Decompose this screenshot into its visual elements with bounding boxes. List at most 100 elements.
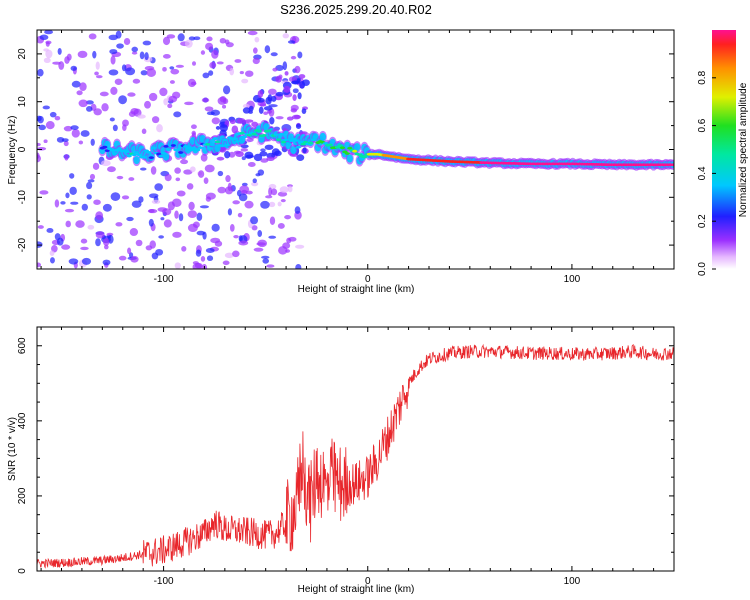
heatmap-ridge-core [187, 148, 194, 152]
heatmap-blob [56, 136, 65, 143]
heatmap-blob [193, 36, 201, 41]
heatmap-blob [56, 237, 64, 246]
heatmap-blob [139, 167, 147, 171]
heatmap-blob [275, 75, 282, 83]
heatmap-blob [121, 195, 130, 200]
heatmap-blob [205, 248, 215, 253]
heatmap-blob [132, 78, 141, 84]
heatmap-blob [162, 54, 171, 59]
heatmap-blob [268, 201, 276, 208]
heatmap-blob [190, 124, 197, 130]
y-tick-label: 0 [17, 146, 28, 152]
heatmap-blob [260, 148, 266, 152]
heatmap-ridge-core [197, 146, 203, 149]
heatmap-blob [127, 92, 136, 97]
heatmap-blob [158, 235, 164, 239]
figure-title: S236.2025.299.20.40.R02 [280, 2, 432, 17]
heatmap-blob [80, 246, 89, 251]
heatmap-blob [54, 116, 61, 121]
heatmap-blob [115, 222, 123, 227]
heatmap-blob [229, 119, 236, 125]
heatmap-blob [267, 109, 272, 114]
heatmap-blob [284, 71, 289, 76]
snr-ticks: -100 0 100 0 200 400 600 [17, 326, 675, 587]
heatmap-blob [209, 61, 217, 69]
heatmap-blob [166, 34, 176, 39]
heatmap-blob [162, 36, 171, 46]
heatmap-ridge-core [256, 129, 262, 133]
heatmap-blob [96, 75, 103, 79]
heatmap-ridge-core [195, 148, 201, 152]
heatmap-blob [94, 71, 99, 76]
heatmap-blob [176, 190, 186, 197]
heatmap-blob [131, 46, 138, 53]
x-tick-label: 0 [365, 274, 371, 285]
heatmap-blob [80, 238, 88, 244]
heatmap-ridge-core [283, 138, 289, 142]
heatmap-ridge-core [670, 163, 674, 167]
heatmap-blob [64, 208, 75, 213]
heatmap-blob [219, 37, 227, 44]
heatmap-blob [251, 181, 259, 187]
heatmap-blob [159, 87, 168, 97]
heatmap-ridge-core [219, 144, 225, 148]
colorbar: 0.0 0.2 0.4 0.6 0.8 Normalized spectral ampl… [697, 30, 749, 276]
heatmap-blob [92, 50, 97, 59]
heatmap-ridge-core [276, 138, 282, 142]
heatmap-blob [141, 128, 147, 135]
heatmap-blob [42, 105, 50, 110]
colorbar-ticks: 0.0 0.2 0.4 0.6 0.8 [697, 70, 716, 276]
heatmap-blob [156, 124, 163, 133]
y-tick-label: 20 [17, 48, 28, 60]
heatmap-blob [37, 241, 43, 248]
heatmap-blob [200, 50, 206, 55]
heatmap-blob [241, 182, 248, 187]
heatmap-blob [219, 124, 228, 132]
heatmap-blob [175, 64, 184, 68]
heatmap-blob [167, 201, 175, 211]
heatmap-ridge-core [209, 143, 216, 146]
heatmap-blob [275, 91, 284, 97]
heatmap-ridge-core [158, 154, 164, 158]
heatmap-blob [217, 170, 224, 177]
heatmap-blob [102, 238, 110, 246]
heatmap-blob [225, 175, 231, 183]
heatmap-blob [88, 33, 97, 40]
y-tick-label: -20 [17, 237, 28, 252]
heatmap-blob [252, 47, 258, 54]
heatmap-blob [291, 114, 301, 120]
heatmap-blob [174, 262, 181, 269]
heatmap-blob [252, 178, 257, 184]
heatmap-blob [205, 42, 214, 51]
heatmap-blob [269, 117, 275, 125]
heatmap-blob [247, 162, 256, 167]
heatmap-blob [131, 200, 142, 208]
heatmap-blob [264, 144, 274, 150]
heatmap-blob [45, 49, 53, 59]
heatmap-blob [180, 159, 189, 165]
heatmap-blob [284, 214, 292, 220]
heatmap-blob [112, 124, 118, 132]
heatmap-blob [227, 182, 232, 192]
heatmap-blob [240, 147, 249, 152]
heatmap-blob [110, 192, 121, 201]
heatmap-blob [49, 111, 57, 118]
heatmap-blob [173, 111, 182, 118]
heatmap-ridge-core [141, 155, 147, 159]
heatmap-blob [270, 52, 278, 57]
heatmap-ridge-core [163, 144, 169, 148]
heatmap-blob [127, 247, 132, 255]
heatmap-blob [269, 216, 276, 225]
heatmap-blob [108, 34, 118, 41]
heatmap-blob [268, 235, 277, 239]
heatmap-blob [43, 48, 49, 52]
heatmap-blob [189, 166, 196, 173]
heatmap-blob [95, 238, 101, 247]
heatmap-blob [257, 230, 263, 238]
heatmap-blob [99, 91, 109, 97]
heatmap-blob [167, 103, 173, 109]
heatmap-blob [95, 61, 100, 70]
heatmap-blob [262, 258, 270, 264]
heatmap-ridge-core [241, 135, 248, 139]
